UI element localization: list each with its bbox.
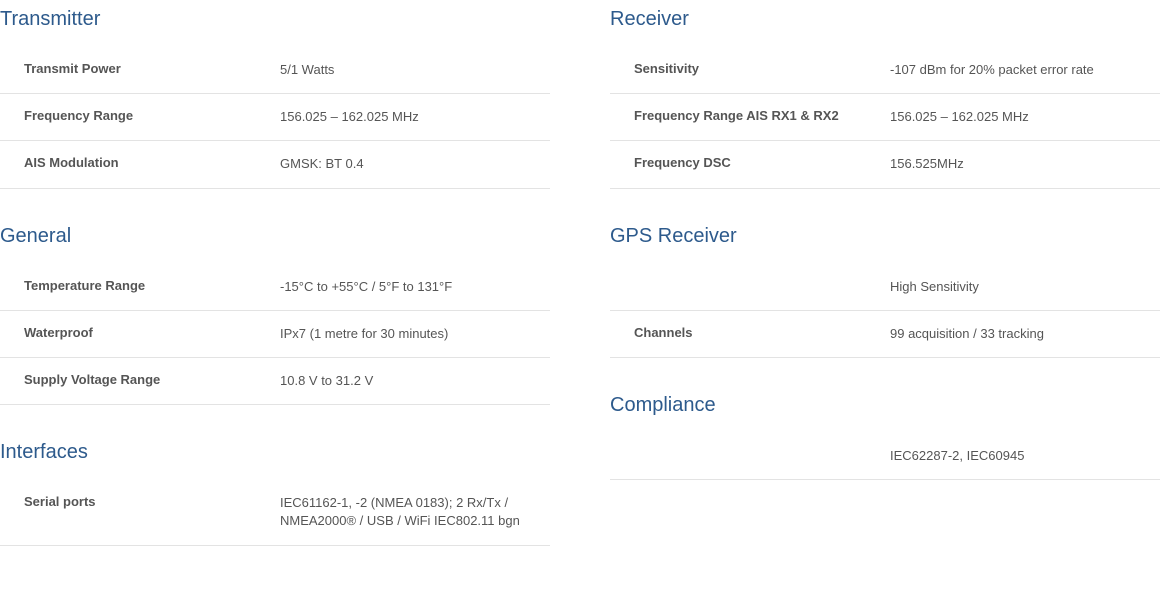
spec-label [634,447,890,465]
spec-value: GMSK: BT 0.4 [280,155,550,173]
spec-value: IEC62287-2, IEC60945 [890,447,1160,465]
section-transmitter: Transmitter Transmit Power 5/1 Watts Fre… [0,8,550,189]
spec-column-right: Receiver Sensitivity -107 dBm for 20% pa… [610,0,1160,582]
section-compliance: Compliance IEC62287-2, IEC60945 [610,394,1160,480]
spec-label: Frequency Range AIS RX1 & RX2 [634,108,890,126]
spec-value: IEC61162-1, -2 (NMEA 0183); 2 Rx/Tx / NM… [280,494,550,530]
spec-label: AIS Modulation [24,155,280,173]
spec-label: Supply Voltage Range [24,372,280,390]
spec-row: Frequency DSC 156.525MHz [610,141,1160,188]
section-title: Transmitter [0,8,550,31]
spec-label: Transmit Power [24,61,280,79]
spec-value: 156.525MHz [890,155,1160,173]
spec-value: -107 dBm for 20% packet error rate [890,61,1160,79]
spec-label: Frequency DSC [634,155,890,173]
spec-row: Frequency Range 156.025 – 162.025 MHz [0,94,550,141]
spec-row: Sensitivity -107 dBm for 20% packet erro… [610,47,1160,94]
section-title: GPS Receiver [610,225,1160,248]
spec-value: 99 acquisition / 33 tracking [890,325,1160,343]
spec-row: Temperature Range -15°C to +55°C / 5°F t… [0,264,550,311]
spec-value: 10.8 V to 31.2 V [280,372,550,390]
section-interfaces: Interfaces Serial ports IEC61162-1, -2 (… [0,441,550,545]
spec-row: Serial ports IEC61162-1, -2 (NMEA 0183);… [0,480,550,545]
section-title: Compliance [610,394,1160,417]
spec-value: High Sensitivity [890,278,1160,296]
section-general: General Temperature Range -15°C to +55°C… [0,225,550,406]
section-title: Interfaces [0,441,550,464]
section-gps-receiver: GPS Receiver High Sensitivity Channels 9… [610,225,1160,358]
section-title: General [0,225,550,248]
spec-row: IEC62287-2, IEC60945 [610,433,1160,480]
spec-value: 156.025 – 162.025 MHz [280,108,550,126]
spec-grid: Transmitter Transmit Power 5/1 Watts Fre… [0,0,1160,602]
spec-row: Transmit Power 5/1 Watts [0,47,550,94]
spec-row: High Sensitivity [610,264,1160,311]
spec-column-left: Transmitter Transmit Power 5/1 Watts Fre… [0,0,550,582]
spec-value: 5/1 Watts [280,61,550,79]
spec-row: Frequency Range AIS RX1 & RX2 156.025 – … [610,94,1160,141]
spec-row: Channels 99 acquisition / 33 tracking [610,311,1160,358]
spec-label: Channels [634,325,890,343]
spec-value: 156.025 – 162.025 MHz [890,108,1160,126]
spec-row: Supply Voltage Range 10.8 V to 31.2 V [0,358,550,405]
spec-row: Waterproof IPx7 (1 metre for 30 minutes) [0,311,550,358]
spec-label: Temperature Range [24,278,280,296]
spec-label: Frequency Range [24,108,280,126]
spec-label [634,278,890,296]
section-title: Receiver [610,8,1160,31]
spec-label: Waterproof [24,325,280,343]
spec-label: Sensitivity [634,61,890,79]
spec-value: IPx7 (1 metre for 30 minutes) [280,325,550,343]
spec-value: -15°C to +55°C / 5°F to 131°F [280,278,550,296]
spec-label: Serial ports [24,494,280,530]
section-receiver: Receiver Sensitivity -107 dBm for 20% pa… [610,8,1160,189]
spec-row: AIS Modulation GMSK: BT 0.4 [0,141,550,188]
